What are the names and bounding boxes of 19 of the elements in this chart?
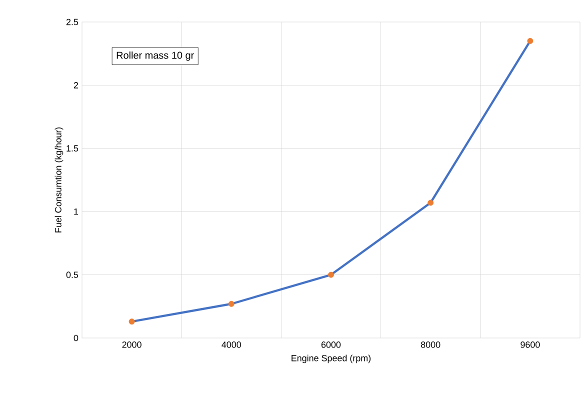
- x-tick-label: 6000: [321, 342, 341, 348]
- point: [527, 38, 534, 44]
- point: [428, 200, 434, 206]
- x-tick-label: 2000: [122, 342, 142, 348]
- point: [128, 318, 135, 325]
- x-tick-label: 9600: [520, 342, 540, 348]
- y-tick-label: 0.5: [66, 272, 78, 278]
- y-tick-label: 0: [74, 334, 78, 342]
- point: [328, 272, 334, 278]
- x-tick-label: 4000: [222, 342, 242, 348]
- point: [228, 300, 234, 307]
- y-axis-title: Fuel Consumtion (kg/hour): [54, 127, 64, 232]
- y-tick-label: 1: [74, 208, 78, 215]
- y-tick-label: 2.5: [66, 18, 78, 26]
- x-axis-title: Engine Speed (rpm): [292, 354, 371, 364]
- y-tick-label: 2: [74, 82, 78, 88]
- y-tick-label: 1.5: [66, 145, 78, 152]
- annotation: Roller mass 10 gr: [116, 51, 194, 61]
- x-tick-label: 8000: [421, 342, 440, 348]
